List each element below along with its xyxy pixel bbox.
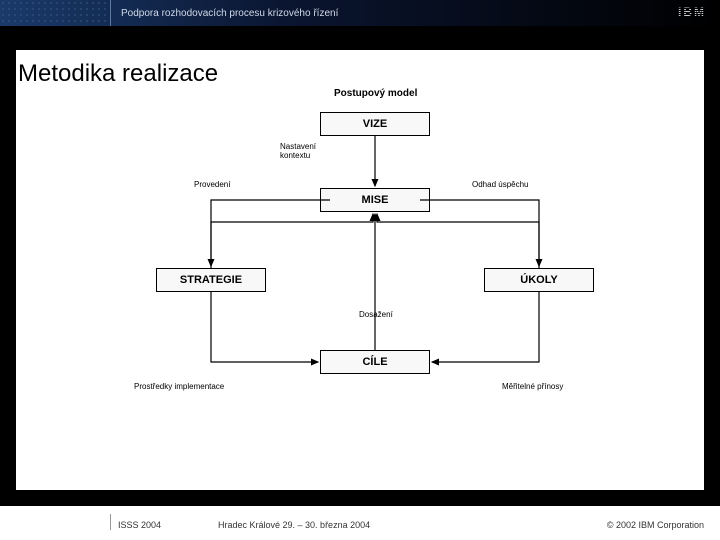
node-strategie: STRATEGIE	[156, 268, 266, 292]
footer-copyright: © 2002 IBM Corporation	[607, 520, 704, 530]
label-dosazeni: Dosažení	[359, 310, 393, 319]
header-bar: Podpora rozhodovacích procesu krizového …	[0, 0, 720, 26]
footer-bar: ISSS 2004 Hradec Králové 29. – 30. březn…	[0, 506, 720, 540]
page-title: Metodika realizace	[16, 58, 224, 90]
header-subtitle: Podpora rozhodovacích procesu krizového …	[111, 8, 338, 19]
node-mise: MISE	[320, 188, 430, 212]
label-prostredky: Prostředky implementace	[134, 382, 224, 391]
label-nastaveni: Nastavení kontextu	[280, 142, 316, 160]
diagram-title: Postupový model	[334, 88, 417, 99]
footer-event: ISSS 2004	[118, 520, 161, 530]
ibm-logo: IBM	[678, 5, 706, 19]
node-vize: VIZE	[320, 112, 430, 136]
label-pritelne: Měřitelné přínosy	[502, 382, 563, 391]
header-decoration	[0, 0, 110, 26]
node-cile: CÍLE	[320, 350, 430, 374]
footer-divider	[110, 514, 111, 530]
flowchart-diagram: Postupový model VIZE MISE STRATEGIE ÚKOL…	[16, 50, 704, 490]
node-ukoly: ÚKOLY	[484, 268, 594, 292]
content-area: Postupový model VIZE MISE STRATEGIE ÚKOL…	[16, 50, 704, 490]
label-provedeni: Provedení	[194, 180, 230, 189]
footer-venue: Hradec Králové 29. – 30. března 2004	[218, 520, 370, 530]
label-odhad: Odhad úspěchu	[472, 180, 529, 189]
